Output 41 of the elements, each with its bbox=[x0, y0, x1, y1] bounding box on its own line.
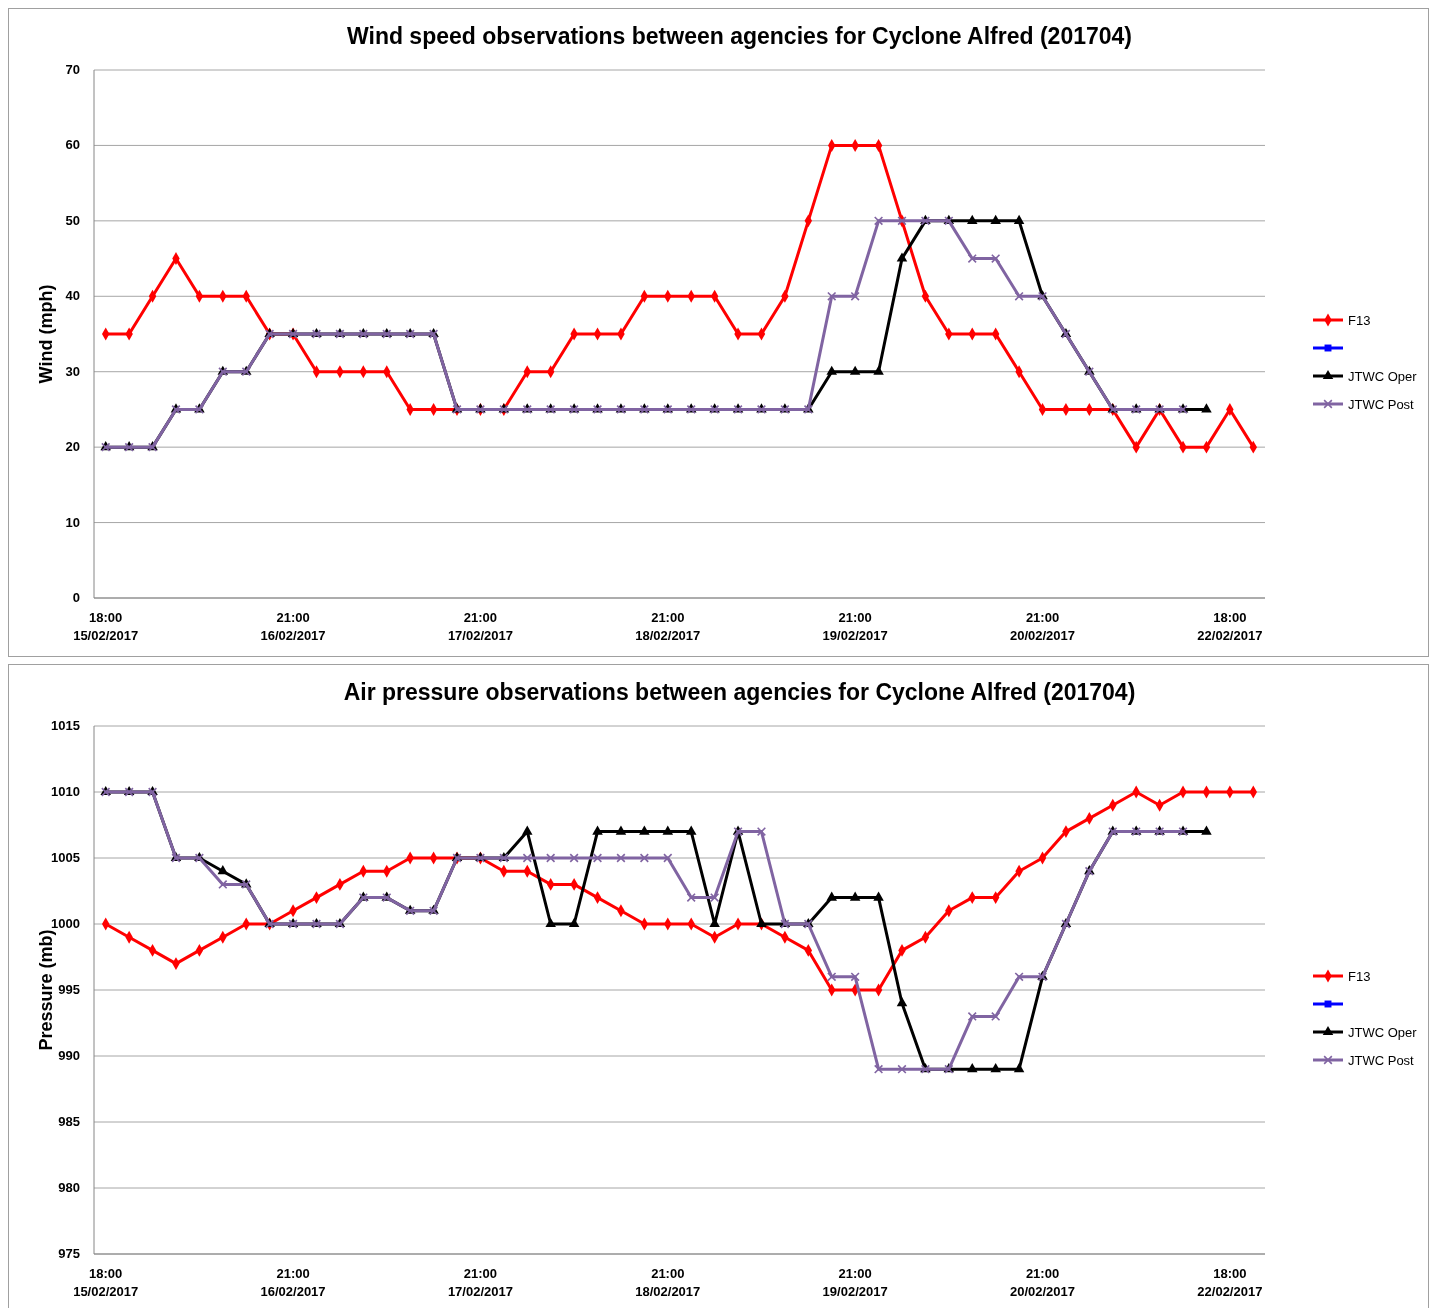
x-tick-label: 18:00 22/02/2017 bbox=[1197, 610, 1263, 643]
legend-label: JTWC Post bbox=[1348, 397, 1415, 412]
chart-title: Air pressure observations between agencies for Cyclone Alfred (201704) bbox=[343, 679, 1136, 705]
x-tick-label: 21:00 17/02/2017 bbox=[447, 1266, 513, 1299]
y-tick-label: 1015 bbox=[51, 718, 80, 733]
y-tick-label: 30 bbox=[65, 363, 80, 379]
y-tick-label: 985 bbox=[58, 1114, 80, 1129]
y-tick-label: 10 bbox=[65, 514, 80, 530]
x-tick-label: 21:00 20/02/2017 bbox=[1009, 1266, 1076, 1299]
x-tick-label: 21:00 20/02/2017 bbox=[1009, 610, 1076, 643]
x-tick-label: 21:00 18/02/2017 bbox=[635, 610, 701, 643]
y-tick-label: 1010 bbox=[51, 784, 80, 799]
x-tick-label: 21:00 19/02/2017 bbox=[822, 1266, 888, 1299]
y-tick-label: 60 bbox=[65, 137, 80, 153]
y-tick-label: 50 bbox=[65, 212, 80, 228]
y-axis-title: Wind (mph) bbox=[36, 284, 56, 384]
y-tick-label: 0 bbox=[72, 590, 80, 605]
y-tick-label: 990 bbox=[58, 1048, 80, 1063]
x-tick-label: 21:00 16/02/2017 bbox=[260, 610, 326, 643]
y-tick-label: 1000 bbox=[51, 916, 80, 931]
legend-label: JTWC Post bbox=[1348, 1053, 1415, 1068]
x-tick-label: 21:00 17/02/2017 bbox=[447, 610, 513, 643]
x-tick-label: 18:00 22/02/2017 bbox=[1197, 1266, 1263, 1299]
y-tick-label: 20 bbox=[65, 439, 80, 455]
legend-label: F13 bbox=[1348, 313, 1371, 328]
x-tick-label: 21:00 16/02/2017 bbox=[260, 1266, 326, 1299]
x-tick-label: 18:00 15/02/2017 bbox=[73, 610, 139, 643]
x-tick-label: 21:00 18/02/2017 bbox=[635, 1266, 701, 1299]
y-tick-label: 70 bbox=[65, 62, 80, 77]
legend-label: JTWC Oper bbox=[1348, 369, 1418, 384]
y-tick-label: 980 bbox=[58, 1180, 80, 1195]
y-tick-label: 1005 bbox=[51, 850, 80, 865]
y-tick-label: 40 bbox=[65, 288, 80, 304]
chart-title: Wind speed observations between agencies for Cyclone Alfred (201704) bbox=[346, 23, 1133, 49]
legend-label: JTWC Oper bbox=[1348, 1025, 1418, 1040]
y-tick-label: 975 bbox=[58, 1246, 80, 1261]
legend-label: F13 bbox=[1348, 969, 1371, 984]
y-axis-title: Pressure (mb) bbox=[36, 929, 56, 1051]
x-tick-label: 18:00 15/02/2017 bbox=[73, 1266, 139, 1299]
x-tick-label: 21:00 19/02/2017 bbox=[822, 610, 888, 643]
y-tick-label: 995 bbox=[58, 982, 80, 997]
